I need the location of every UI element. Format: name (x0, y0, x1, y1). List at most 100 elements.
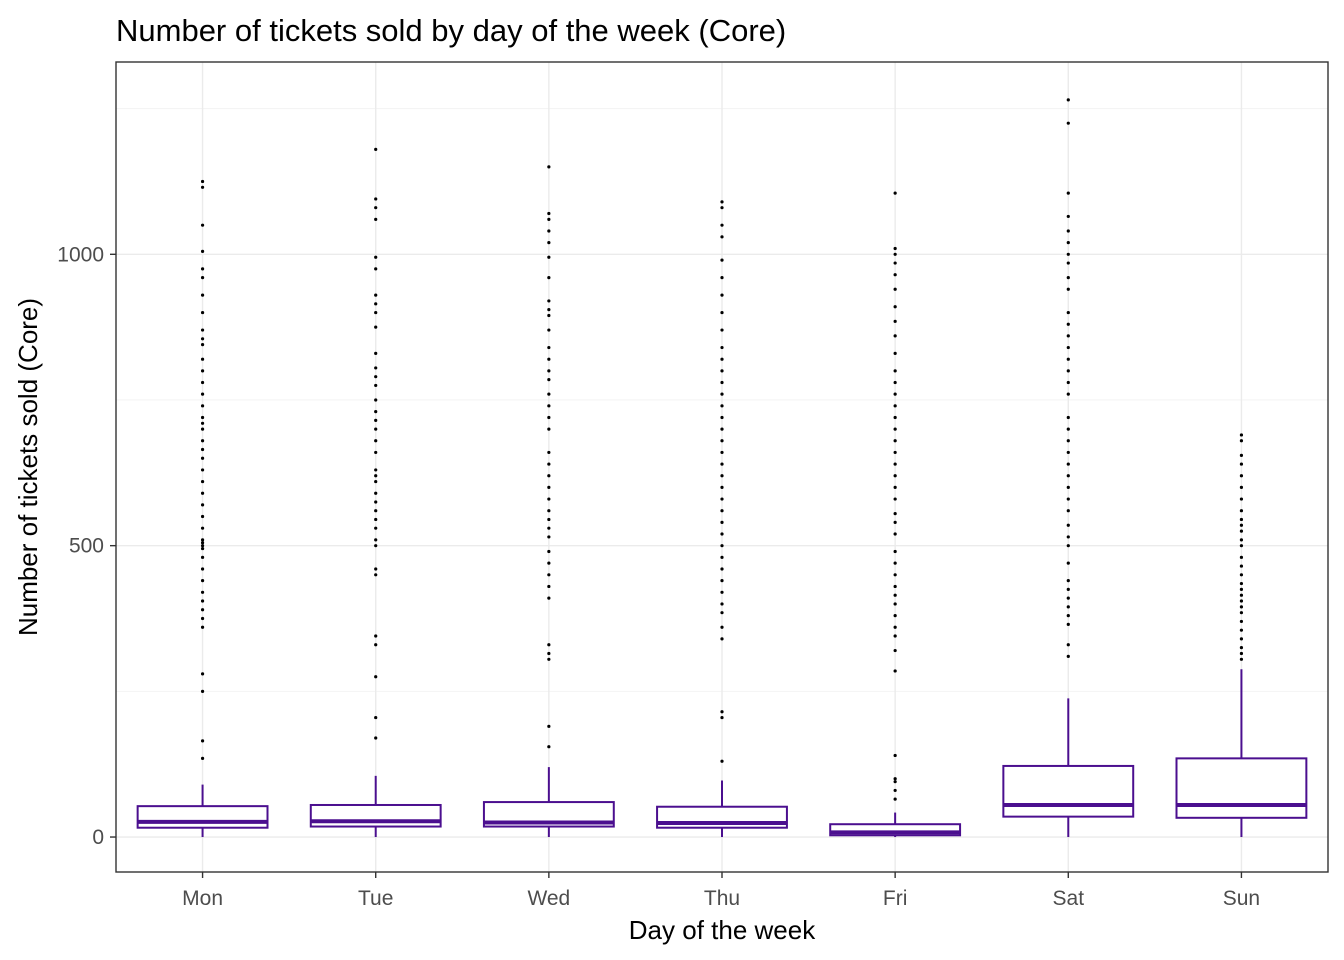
outlier-point (720, 439, 724, 443)
outlier-point (720, 759, 724, 763)
x-tick-label: Sun (1223, 887, 1260, 910)
box-sun (1175, 669, 1308, 838)
outlier-point (1239, 474, 1244, 478)
outlier-point (893, 777, 897, 781)
outlier-point (1066, 252, 1070, 256)
outlier-point (1066, 310, 1070, 315)
outlier-point (1239, 646, 1244, 650)
outlier-point (893, 351, 897, 355)
outlier-point (200, 249, 205, 253)
outlier-point (547, 573, 551, 577)
outlier-point (893, 415, 897, 420)
x-tick-label: Fri (883, 887, 908, 910)
outlier-point (893, 305, 897, 309)
outlier-point (200, 616, 205, 621)
outlier-point (547, 357, 551, 361)
outlier-point (1066, 485, 1070, 489)
box-mon (136, 784, 269, 838)
outlier-point (1239, 587, 1244, 591)
outlier-point (1239, 651, 1244, 656)
outlier-point (1239, 564, 1244, 568)
outlier-point (200, 689, 205, 693)
grid-lines (116, 62, 1328, 872)
outlier-point (547, 229, 551, 233)
outlier-point (200, 672, 205, 676)
outlier-point (200, 555, 205, 559)
outlier-point (893, 273, 897, 277)
x-tick-label: Mon (182, 887, 223, 910)
outlier-point (547, 308, 551, 312)
outlier-point (200, 439, 205, 443)
outlier-point (893, 439, 897, 443)
outlier-point (893, 520, 897, 524)
outlier-point (374, 427, 378, 431)
outlier-point (893, 287, 897, 291)
outlier-point (200, 514, 205, 519)
outlier-point (893, 485, 897, 489)
outlier-point (374, 310, 378, 315)
outlier-point (1066, 613, 1070, 618)
box-iqr (1002, 764, 1135, 818)
outlier-point (200, 456, 205, 460)
outlier-point (200, 468, 205, 472)
outlier-point (720, 497, 724, 501)
outlier-point (547, 211, 551, 216)
outlier-point (374, 715, 378, 720)
outlier-point (200, 267, 205, 271)
outlier-point (893, 462, 897, 466)
outlier-point (374, 375, 378, 379)
outlier-point (1066, 229, 1070, 233)
outlier-point (1066, 497, 1070, 501)
outlier-point (200, 590, 205, 594)
outlier-point (200, 491, 205, 495)
outlier-point (547, 404, 551, 408)
outlier-point (374, 302, 378, 306)
box-iqr (136, 805, 269, 829)
outlier-point (1066, 287, 1070, 291)
outlier-point (893, 404, 897, 408)
outlier-point (1066, 214, 1070, 219)
outlier-point (374, 526, 378, 530)
outlier-point (893, 261, 897, 265)
outlier-point (200, 343, 205, 347)
outlier-point (374, 517, 378, 522)
outlier-point (720, 637, 724, 641)
outlier-point (374, 293, 378, 297)
outlier-point (547, 299, 551, 303)
outlier-point (1066, 544, 1070, 548)
outlier-point (720, 206, 724, 210)
outlier-point (547, 509, 551, 513)
outlier-point (547, 535, 551, 539)
outlier-point (547, 377, 551, 382)
outlier-point (1239, 433, 1244, 437)
outlier-point (547, 517, 551, 522)
outlier-point (720, 415, 724, 420)
outlier-point (720, 380, 724, 385)
outlier-point (374, 491, 378, 495)
outlier-point (720, 474, 724, 478)
outlier-point (1066, 654, 1070, 658)
outlier-point (1239, 555, 1244, 559)
outlier-point (893, 474, 897, 478)
y-tick-label: 0 (92, 826, 104, 849)
outlier-point (1066, 345, 1070, 350)
outlier-point (547, 561, 551, 565)
outlier-point (1239, 637, 1244, 641)
outlier-point (720, 611, 724, 615)
outlier-point (374, 398, 378, 402)
outlier-point (720, 544, 724, 548)
outlier-point (893, 334, 897, 338)
outlier-point (200, 608, 205, 612)
y-tick-label: 1000 (57, 243, 104, 266)
outlier-point (893, 549, 897, 554)
outlier-point (200, 526, 205, 530)
outlier-point (374, 634, 378, 638)
outlier-point (720, 602, 724, 606)
box-iqr (1175, 757, 1308, 819)
outlier-point (200, 310, 205, 315)
x-tick-label: Sat (1053, 887, 1085, 910)
outlier-point (1066, 643, 1070, 647)
outlier-point (374, 479, 378, 484)
outlier-point (1239, 529, 1244, 533)
